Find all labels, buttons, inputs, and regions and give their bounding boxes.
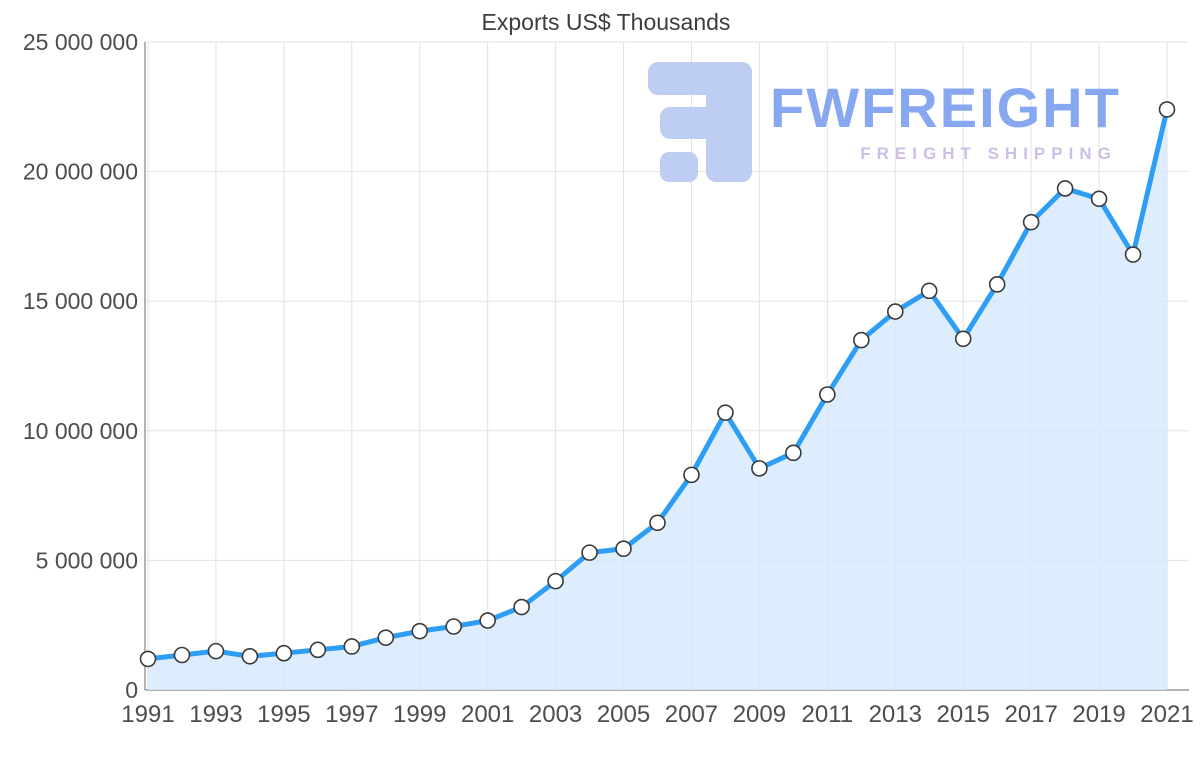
x-axis-label: 1991 bbox=[121, 701, 174, 728]
data-point-marker bbox=[309, 641, 327, 659]
data-point-marker bbox=[819, 386, 836, 403]
data-point-marker bbox=[241, 648, 259, 665]
data-point-marker bbox=[581, 544, 598, 561]
data-point-marker bbox=[954, 330, 972, 348]
data-point-marker bbox=[479, 612, 496, 629]
data-point-marker bbox=[1158, 101, 1176, 118]
data-point-marker bbox=[988, 276, 1006, 293]
x-axis-label: 2017 bbox=[1004, 701, 1057, 728]
data-point-marker bbox=[886, 303, 904, 320]
data-point-marker bbox=[139, 650, 157, 668]
data-point-marker bbox=[852, 331, 870, 349]
x-axis-label: 1995 bbox=[257, 701, 310, 728]
data-point-marker bbox=[411, 622, 429, 640]
data-point-marker bbox=[173, 646, 191, 664]
y-axis-label: 20 000 000 bbox=[23, 159, 138, 185]
y-axis-label: 25 000 000 bbox=[23, 29, 138, 55]
data-point-marker bbox=[615, 540, 632, 558]
data-point-marker bbox=[717, 404, 734, 421]
y-axis-label: 10 000 000 bbox=[23, 418, 138, 444]
y-axis-label: 5 000 000 bbox=[36, 547, 138, 573]
data-point-marker bbox=[1022, 213, 1040, 231]
data-point-marker bbox=[207, 642, 225, 660]
x-axis-label: 2003 bbox=[529, 701, 582, 728]
data-point-marker bbox=[683, 466, 700, 484]
data-point-marker bbox=[751, 460, 768, 477]
data-point-marker bbox=[445, 618, 463, 635]
x-axis-label: 1999 bbox=[393, 701, 446, 728]
data-point-marker bbox=[1090, 190, 1108, 208]
x-axis-label: 2001 bbox=[461, 701, 514, 728]
x-axis-label: 2011 bbox=[802, 701, 854, 728]
x-axis-label: 2007 bbox=[665, 701, 718, 728]
x-axis-label: 2015 bbox=[937, 701, 990, 728]
x-axis-label: 2021 bbox=[1140, 701, 1193, 728]
y-axis-label: 15 000 000 bbox=[23, 288, 138, 314]
data-point-marker bbox=[513, 598, 530, 616]
data-point-marker bbox=[275, 644, 293, 662]
data-point-marker bbox=[920, 282, 938, 300]
data-point-marker bbox=[1124, 246, 1142, 263]
data-point-marker bbox=[547, 572, 564, 590]
x-axis-label: 2013 bbox=[869, 701, 922, 728]
x-axis-label: 2005 bbox=[597, 701, 650, 728]
y-axis-label: 0 bbox=[125, 677, 138, 703]
data-point-marker bbox=[1056, 180, 1074, 197]
data-point-marker bbox=[649, 514, 666, 532]
chart-title: Exports US$ Thousands bbox=[482, 9, 731, 35]
x-axis-label: 2019 bbox=[1072, 701, 1125, 728]
x-axis-label: 1997 bbox=[325, 701, 378, 728]
data-point-marker bbox=[343, 638, 361, 655]
data-point-marker bbox=[377, 629, 395, 646]
x-axis-label: 1993 bbox=[189, 701, 242, 728]
x-axis-label: 2009 bbox=[733, 701, 786, 728]
area-fill bbox=[148, 109, 1167, 691]
data-point-marker bbox=[785, 444, 802, 462]
